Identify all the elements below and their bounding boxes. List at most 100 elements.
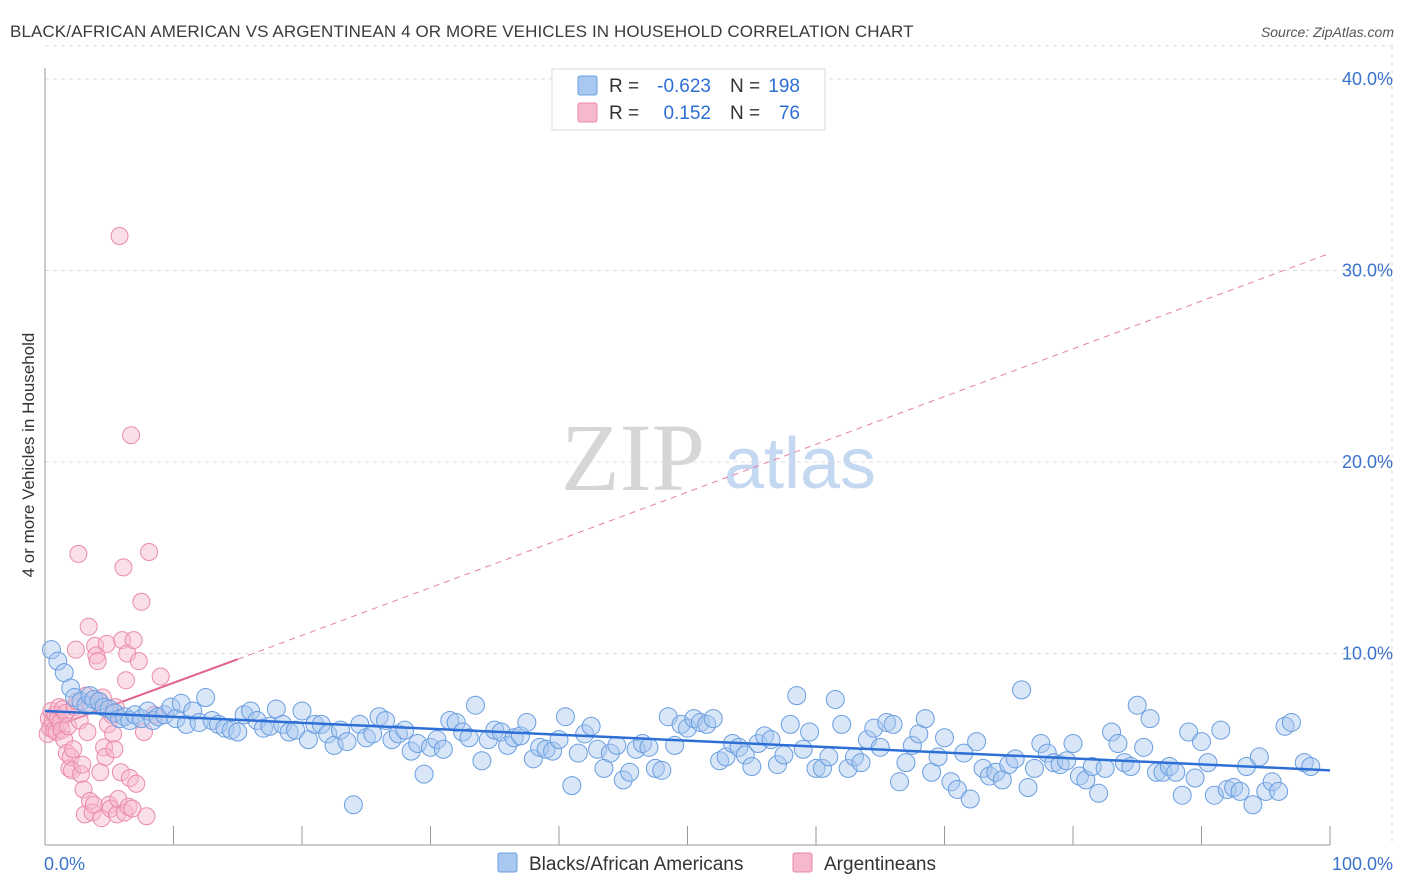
source-label: Source: ZipAtlas.com <box>1260 24 1394 40</box>
argentineans-point <box>114 558 133 577</box>
argentineans-point <box>111 763 130 782</box>
blacks-point <box>774 745 794 765</box>
argentineans-point <box>132 592 151 611</box>
blacks-point <box>1301 756 1321 776</box>
argentineans-point <box>69 544 88 563</box>
x-tick-label-min: 0.0% <box>44 854 85 874</box>
blacks-point <box>767 755 787 775</box>
blacks-point <box>221 720 241 740</box>
argentineans-point <box>62 761 81 780</box>
blacks-point <box>787 686 807 706</box>
blacks-point <box>1185 768 1205 788</box>
blacks-point <box>877 712 897 732</box>
blacks-point <box>427 730 447 750</box>
blacks-point <box>498 735 518 755</box>
legend-n-label-2: N = <box>730 103 760 124</box>
argentineans-point <box>75 805 94 824</box>
blacks-point <box>555 707 575 727</box>
blacks-point <box>530 737 550 757</box>
argentineans-point <box>98 715 117 734</box>
series-legend: Blacks/African Americans Argentineans <box>497 852 936 875</box>
blacks-point <box>408 734 428 754</box>
argentineans-point <box>71 765 90 784</box>
blacks-point <box>1140 709 1160 729</box>
argentineans-point <box>91 763 110 782</box>
blacks-point <box>1018 778 1038 798</box>
blacks-point <box>947 779 967 799</box>
blacks-point <box>1102 722 1122 742</box>
bottom-legend-blacks: Blacks/African Americans <box>529 854 743 875</box>
blacks-point <box>800 722 820 742</box>
watermark-zip: ZIP <box>561 404 705 511</box>
argentineans-point <box>110 227 129 246</box>
argentineans-point <box>64 740 83 759</box>
blacks-point <box>1204 785 1224 805</box>
blacks-point <box>1024 758 1044 778</box>
blacks-point <box>1089 783 1109 803</box>
blacks-point <box>870 737 890 757</box>
blacks-point <box>41 640 61 660</box>
blacks-point <box>890 772 910 792</box>
argentineans-point <box>105 740 124 759</box>
argentineans-point <box>55 730 74 749</box>
bottom-legend-pink-swatch <box>792 852 813 873</box>
argentineans-point <box>73 755 92 774</box>
blacks-point <box>941 772 961 792</box>
blacks-point <box>1031 734 1051 754</box>
argentineans-point <box>92 809 111 828</box>
blacks-point <box>155 705 175 725</box>
legend-blue-swatch <box>577 75 598 96</box>
blacks-point <box>171 693 191 713</box>
blacks-point <box>613 770 633 790</box>
blacks-point <box>832 714 852 734</box>
blacks-point <box>1281 712 1301 732</box>
y-tick-label: 20.0% <box>1342 452 1393 472</box>
argentineans-point <box>88 652 107 671</box>
blacks-point <box>1211 720 1231 740</box>
blacks-point <box>253 718 273 738</box>
blacks-point <box>376 711 396 731</box>
blacks-point <box>600 743 620 763</box>
blacks-point <box>690 712 710 732</box>
blacks-point <box>588 739 608 759</box>
legend-n-value-1: 198 <box>768 76 800 97</box>
blacks-point <box>780 714 800 734</box>
legend-r-value-2: 0.152 <box>663 103 711 124</box>
argentineans-point <box>140 543 159 562</box>
argentineans-trend <box>44 252 1331 732</box>
correlation-legend: R = -0.623 N = 198 R = 0.152 N = 76 <box>551 68 826 131</box>
blacks-point <box>543 741 563 761</box>
blacks-point <box>703 709 723 729</box>
blacks-point <box>523 749 543 769</box>
blacks-point <box>183 701 203 721</box>
blacks-point <box>1230 781 1250 801</box>
blacks-point <box>337 732 357 752</box>
legend-n-value-2: 76 <box>779 103 800 124</box>
argentineans-trend-dashed <box>237 252 1331 660</box>
blacks-point <box>806 758 826 778</box>
blacks-point <box>1166 762 1186 782</box>
blacks-point <box>1127 695 1147 715</box>
blacks-point <box>1095 758 1115 778</box>
legend-n-label-1: N = <box>730 76 760 97</box>
blacks-point <box>1108 734 1128 754</box>
argentineans-point <box>129 652 148 671</box>
blacks-point <box>1262 772 1282 792</box>
blacks-trend-line <box>44 709 1331 772</box>
blacks-point <box>472 751 492 771</box>
bottom-legend-argentineans: Argentineans <box>824 854 936 875</box>
blacks-point <box>401 741 421 761</box>
y-tick-label: 30.0% <box>1342 261 1393 281</box>
blacks-point <box>1012 680 1032 700</box>
blacks-point <box>639 737 659 757</box>
argentineans-point <box>122 426 141 445</box>
blacks-point <box>935 728 954 748</box>
blacks-point <box>196 688 216 708</box>
argentineans-point <box>97 634 116 653</box>
blacks-point <box>620 762 640 782</box>
blacks-point <box>967 732 987 752</box>
blacks-point <box>414 764 434 784</box>
argentineans-point <box>74 780 93 799</box>
legend-pink-swatch <box>577 102 598 123</box>
